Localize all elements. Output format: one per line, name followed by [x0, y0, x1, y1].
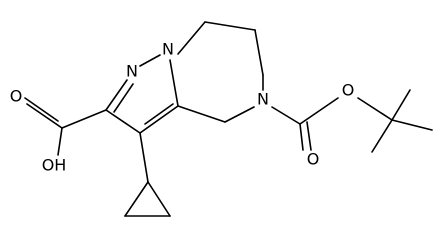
bonds — [24, 21, 433, 217]
atom-labels: N N N O OH O O — [10, 40, 355, 175]
atom-label: N — [126, 62, 138, 81]
atom-label: O — [10, 87, 23, 106]
atom-label: O — [342, 81, 355, 100]
molecule-diagram: N N N O OH O O — [10, 21, 433, 217]
atom-label: O — [307, 150, 320, 169]
atom-label: N — [257, 90, 269, 109]
atom-label: OH — [42, 156, 67, 175]
atom-label: N — [162, 40, 174, 59]
